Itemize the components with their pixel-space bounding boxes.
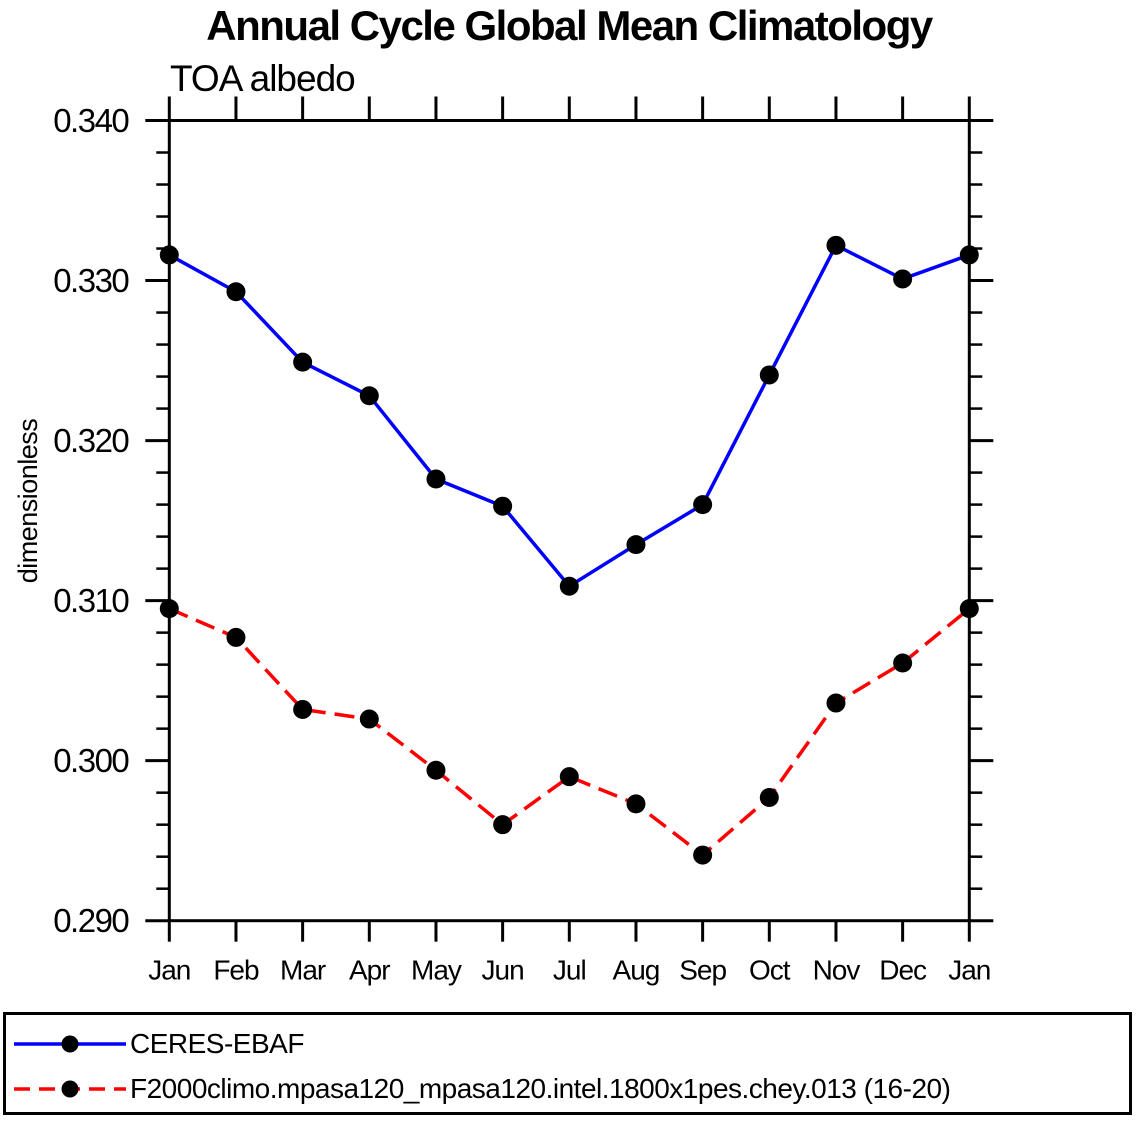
- data-point-marker-series-1: [826, 693, 846, 713]
- x-axis-tick-label: Apr: [349, 955, 390, 986]
- data-point-marker-series-0: [359, 386, 379, 406]
- chart-title: Annual Cycle Global Mean Climatology: [206, 2, 933, 49]
- x-axis-tick-label: Nov: [813, 955, 861, 986]
- data-point-marker-series-1: [559, 767, 579, 787]
- x-axis-tick-label: Aug: [613, 955, 660, 986]
- x-axis-tick-label: Dec: [879, 955, 927, 986]
- data-point-marker-series-1: [359, 709, 379, 729]
- x-axis-tick-label: Jan: [948, 955, 990, 986]
- data-point-marker-series-1: [893, 653, 913, 673]
- data-point-marker-series-0: [293, 352, 313, 372]
- data-point-marker-series-0: [426, 469, 446, 489]
- data-point-marker-series-0: [159, 245, 179, 265]
- data-point-marker-series-1: [693, 845, 713, 865]
- x-axis-tick-label: Jan: [148, 955, 190, 986]
- data-point-marker-series-1: [626, 794, 646, 814]
- line-chart-plot-area: 0.290 0.300 0.310 0.320 0.330 0.340 Jan Feb Mar A…: [53, 96, 994, 986]
- x-axis-tick-label: Jul: [553, 955, 586, 986]
- data-point-marker-series-1: [759, 787, 779, 807]
- y-axis-tick-label: 0.300: [53, 742, 129, 779]
- data-point-marker-series-0: [626, 535, 646, 555]
- data-point-marker-series-0: [559, 576, 579, 596]
- plot-frame: [167, 119, 971, 923]
- legend-line-sample-solid: [14, 1035, 126, 1053]
- series-line-0: [168, 242, 970, 589]
- legend-row-ceres: CERES-EBAF: [14, 1021, 1129, 1067]
- data-point-marker-series-0: [959, 245, 979, 265]
- data-point-marker-series-0: [493, 496, 513, 516]
- data-point-marker-series-1: [226, 627, 246, 647]
- y-axis-tick-label: 0.320: [53, 422, 129, 459]
- data-point-marker-series-1: [959, 599, 979, 619]
- x-axis-tick-label: Jun: [482, 955, 524, 986]
- y-axis-tick-label: 0.340: [53, 102, 129, 139]
- data-point-marker-series-0: [693, 495, 713, 515]
- y-axis-tick-label: 0.330: [53, 262, 129, 299]
- data-point-marker-series-0: [826, 235, 846, 255]
- legend-label-ceres: CERES-EBAF: [130, 1027, 304, 1059]
- series-line-1: [168, 607, 971, 858]
- data-point-marker-series-0: [759, 365, 779, 385]
- x-axis-tick-label: Sep: [679, 955, 726, 986]
- y-axis-tick-label: 0.310: [53, 582, 129, 619]
- data-point-marker-series-1: [159, 599, 179, 619]
- chart-subtitle: TOA albedo: [170, 58, 356, 99]
- x-axis-tick-label: Oct: [749, 955, 791, 986]
- data-point-marker-series-1: [426, 760, 446, 780]
- data-point-marker-series-1: [293, 699, 313, 719]
- legend-row-model: F2000climo.mpasa120_mpasa120.intel.1800x…: [14, 1067, 1129, 1113]
- y-axis-tick-label: 0.290: [53, 902, 129, 939]
- legend-box: CERES-EBAF F2000climo.mpasa120_mpasa120.…: [3, 1012, 1132, 1115]
- legend-label-model: F2000climo.mpasa120_mpasa120.intel.1800x…: [130, 1073, 951, 1105]
- legend-line-sample-dashed: [14, 1080, 126, 1098]
- x-axis-tick-label: Feb: [213, 955, 259, 986]
- x-axis-tick-label: Mar: [280, 955, 326, 986]
- data-point-marker-series-1: [493, 815, 513, 835]
- data-point-marker-series-0: [226, 282, 246, 302]
- x-axis-tick-label: May: [411, 955, 462, 986]
- data-point-marker-series-0: [893, 269, 913, 289]
